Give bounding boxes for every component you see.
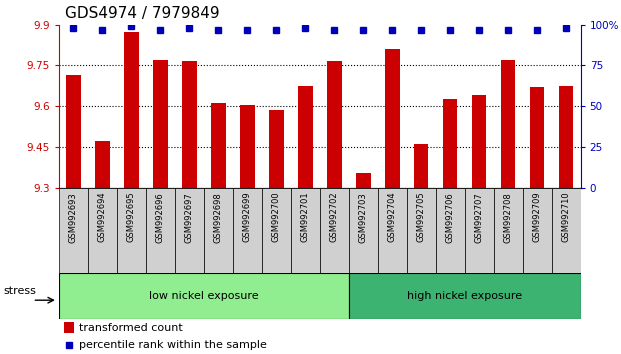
Text: GSM992694: GSM992694 <box>98 192 107 242</box>
Bar <box>443 99 458 188</box>
Bar <box>182 61 197 188</box>
Bar <box>320 188 349 273</box>
Text: GDS4974 / 7979849: GDS4974 / 7979849 <box>65 6 220 21</box>
Text: GSM992705: GSM992705 <box>417 192 426 242</box>
Bar <box>64 322 74 333</box>
Text: GSM992706: GSM992706 <box>446 192 455 242</box>
Text: GSM992701: GSM992701 <box>301 192 310 242</box>
Bar <box>233 188 262 273</box>
Bar <box>88 188 117 273</box>
Bar <box>327 61 342 188</box>
Text: GSM992693: GSM992693 <box>69 192 78 242</box>
Text: GSM992702: GSM992702 <box>330 192 339 242</box>
Bar <box>153 60 168 188</box>
Bar <box>175 188 204 273</box>
Bar <box>356 173 371 188</box>
Bar <box>204 188 233 273</box>
Bar <box>59 273 349 319</box>
Text: GSM992697: GSM992697 <box>185 192 194 242</box>
Bar <box>494 188 523 273</box>
Bar <box>385 49 399 188</box>
Bar <box>378 188 407 273</box>
Bar <box>436 188 465 273</box>
Text: GSM992696: GSM992696 <box>156 192 165 242</box>
Text: percentile rank within the sample: percentile rank within the sample <box>79 340 266 350</box>
Text: GSM992698: GSM992698 <box>214 192 223 242</box>
Text: transformed count: transformed count <box>79 322 183 332</box>
Text: GSM992699: GSM992699 <box>243 192 252 242</box>
Bar <box>298 86 312 188</box>
Bar <box>472 95 486 188</box>
Bar <box>291 188 320 273</box>
Text: low nickel exposure: low nickel exposure <box>149 291 259 301</box>
Bar <box>146 188 175 273</box>
Bar <box>407 188 436 273</box>
Text: GSM992695: GSM992695 <box>127 192 136 242</box>
Text: GSM992708: GSM992708 <box>504 192 513 242</box>
Bar <box>349 188 378 273</box>
Bar <box>530 87 545 188</box>
Text: GSM992704: GSM992704 <box>388 192 397 242</box>
Bar <box>117 188 146 273</box>
Bar <box>124 32 138 188</box>
Bar <box>414 144 428 188</box>
Bar <box>95 142 110 188</box>
Text: high nickel exposure: high nickel exposure <box>407 291 522 301</box>
Bar <box>501 60 515 188</box>
Bar <box>269 110 284 188</box>
Text: GSM992709: GSM992709 <box>533 192 542 242</box>
Text: GSM992703: GSM992703 <box>359 192 368 242</box>
Bar <box>66 75 81 188</box>
Bar <box>262 188 291 273</box>
Bar <box>240 105 255 188</box>
Bar <box>559 86 573 188</box>
Text: GSM992707: GSM992707 <box>474 192 484 242</box>
Text: GSM992700: GSM992700 <box>272 192 281 242</box>
Text: stress: stress <box>3 286 36 296</box>
Bar <box>59 188 88 273</box>
Bar <box>349 273 581 319</box>
Bar <box>523 188 551 273</box>
Bar <box>465 188 494 273</box>
Bar <box>551 188 581 273</box>
Text: GSM992710: GSM992710 <box>561 192 571 242</box>
Bar <box>211 103 225 188</box>
